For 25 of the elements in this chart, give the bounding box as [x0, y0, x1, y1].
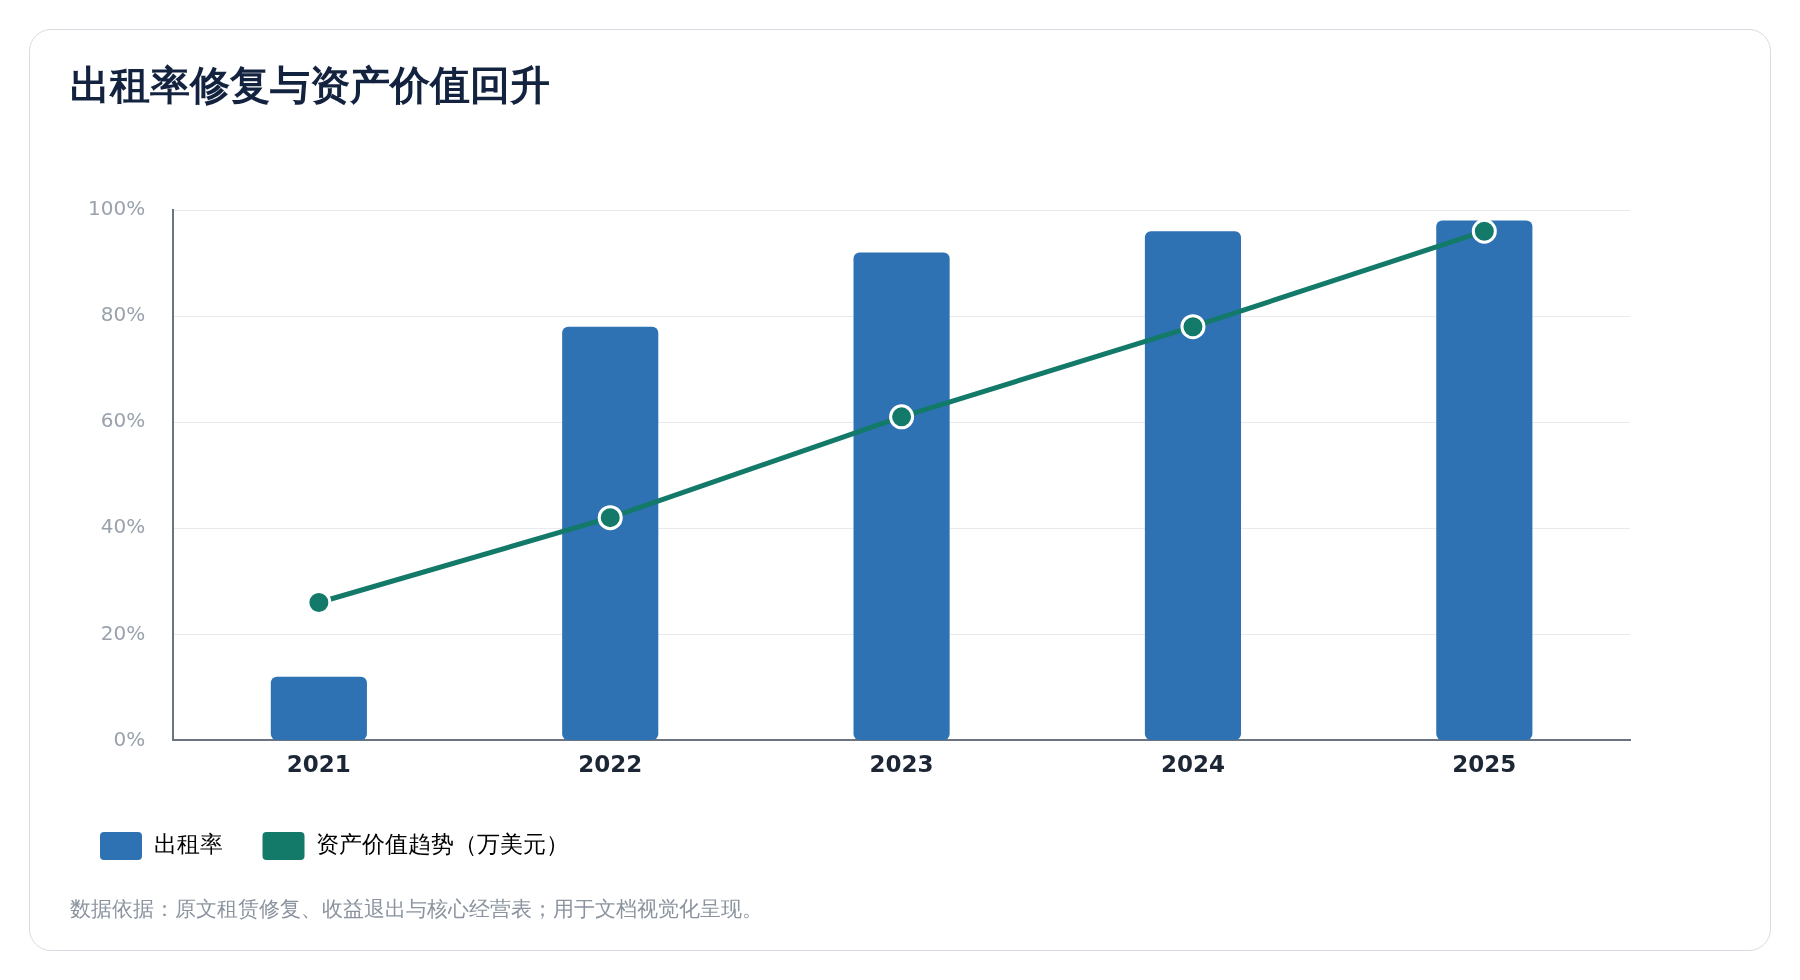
bar — [562, 326, 659, 740]
y-tick-label: 100% — [87, 196, 146, 221]
bar — [1436, 220, 1533, 740]
y-tick-label: 40% — [100, 514, 146, 539]
y-tick-label: 0% — [113, 726, 146, 751]
bar — [853, 252, 950, 740]
y-tick-label: 20% — [100, 620, 146, 645]
point — [1180, 314, 1206, 340]
bar — [270, 676, 367, 740]
point — [889, 404, 915, 430]
x-tick-label: 2022 — [578, 751, 643, 778]
legend-label: 资产价值趋势（万美元） — [316, 830, 569, 857]
point — [597, 505, 623, 531]
x-tick-label: 2021 — [286, 751, 351, 778]
bar — [1144, 231, 1242, 740]
point — [306, 590, 332, 615]
point — [1471, 218, 1497, 244]
x-tick-label: 2025 — [1452, 751, 1517, 778]
x-tick-label: 2024 — [1160, 751, 1225, 778]
y-tick-label: 60% — [100, 408, 146, 433]
chart-title: 出租率修复与资产价值回升 — [70, 61, 550, 110]
text: 数据依据：原文租赁修复、收益退出与核心经营表；用于文档视觉化呈现。 — [70, 896, 763, 923]
legend-label: 出租率 — [153, 830, 223, 857]
y-tick-label: 80% — [100, 302, 146, 327]
x-tick-label: 2023 — [869, 751, 934, 778]
